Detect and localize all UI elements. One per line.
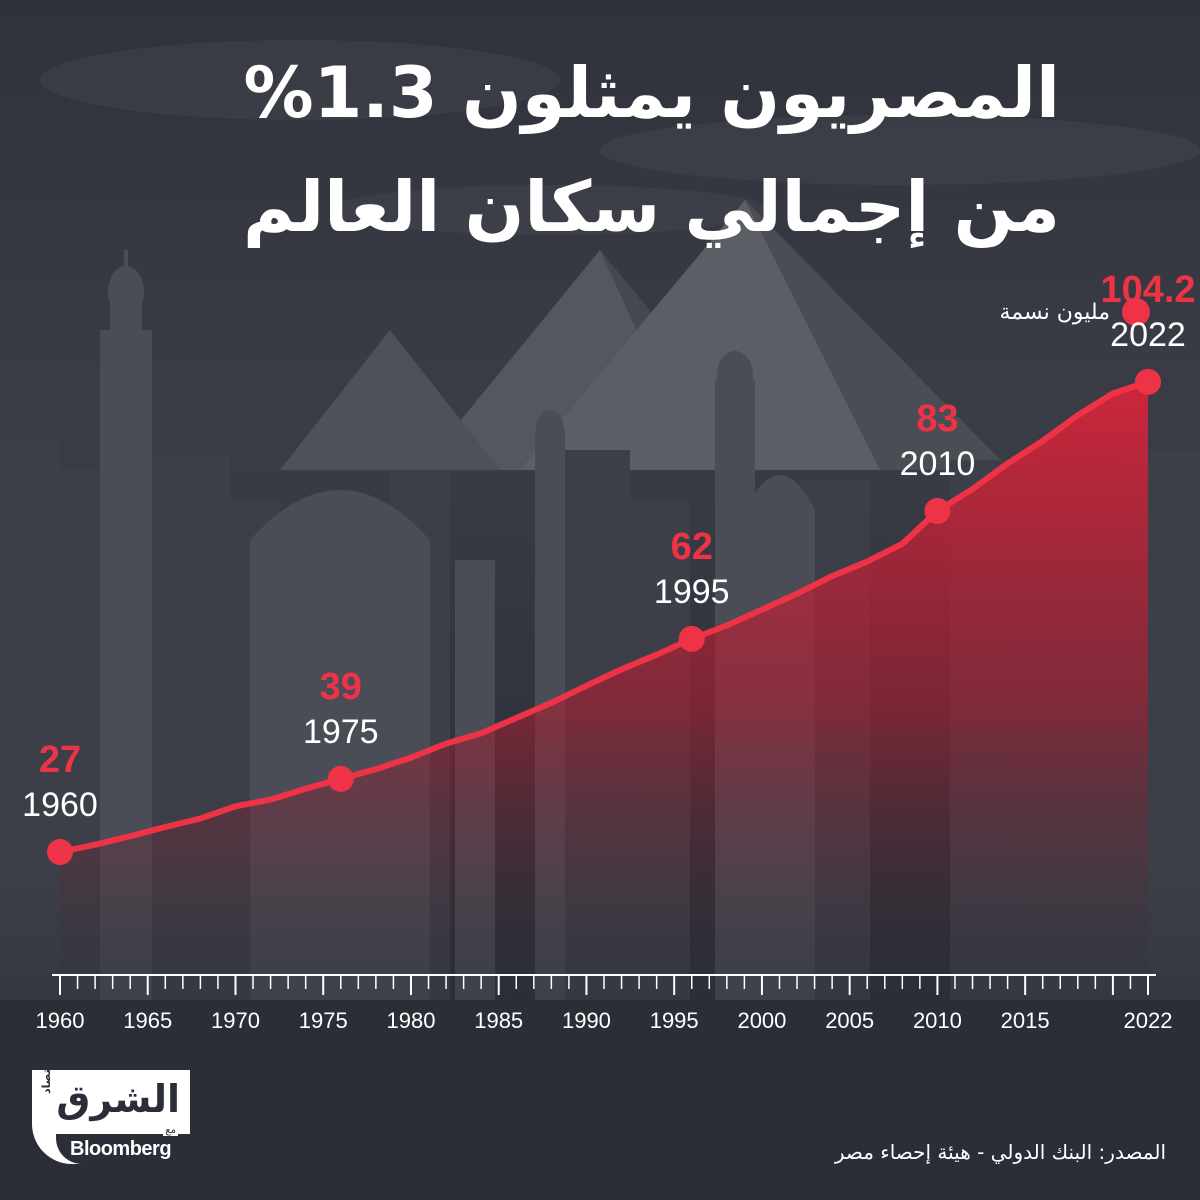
legend: مليون نسمة	[1000, 292, 1150, 332]
data-year-label: 2022	[1110, 316, 1186, 354]
series-line	[57, 378, 1151, 855]
data-year-label: 1975	[303, 713, 379, 751]
x-tick-label: 2015	[1001, 1008, 1050, 1033]
logo-with-text: مع	[163, 1125, 178, 1136]
data-value-label: 83	[916, 398, 958, 440]
logo-main-text: الشرق	[56, 1077, 180, 1121]
data-value-label: 27	[39, 739, 81, 781]
title-line-1: المصريون يمثلون 1.3%	[243, 52, 1060, 134]
source-note: المصدر: البنك الدولي - هيئة إحصاء مصر	[834, 1140, 1166, 1164]
data-point-marker	[678, 625, 705, 652]
x-tick-label: 1985	[474, 1008, 523, 1033]
logo-sub-text: اقتصاد	[40, 1057, 53, 1094]
data-point-marker	[327, 765, 354, 792]
data-point-marker	[1135, 368, 1161, 395]
x-tick-label: 1960	[36, 1008, 85, 1033]
x-tick-label: 2022	[1124, 1008, 1173, 1033]
data-point-marker	[924, 497, 951, 524]
legend-label: مليون نسمة	[999, 299, 1110, 325]
x-tick-label: 2010	[913, 1008, 962, 1033]
data-year-label: 1995	[654, 573, 730, 611]
data-year-label: 2010	[900, 445, 976, 483]
data-point-marker	[47, 839, 73, 865]
logo-partner-text: Bloomberg	[70, 1138, 172, 1160]
x-tick-label: 1980	[386, 1008, 435, 1033]
asharq-bloomberg-logo: الشرق اقتصاد مع Bloomberg	[32, 1058, 190, 1164]
x-tick-label: 1970	[211, 1008, 260, 1033]
x-tick-label: 1995	[650, 1008, 699, 1033]
x-tick-label: 1975	[299, 1008, 348, 1033]
logo-bar: مع Bloomberg	[56, 1125, 190, 1164]
clouds	[40, 40, 1200, 235]
data-value-label: 104.2	[1100, 269, 1195, 311]
x-tick-label: 1965	[123, 1008, 172, 1033]
title-line-2: من إجمالي سكان العالم	[242, 166, 1060, 248]
x-tick-label: 1990	[562, 1008, 611, 1033]
legend-dot-icon	[1122, 298, 1150, 326]
x-tick-label: 2000	[737, 1008, 786, 1033]
x-tick-label: 2005	[825, 1008, 874, 1033]
data-value-label: 39	[320, 666, 362, 708]
data-year-label: 1960	[22, 786, 98, 824]
data-value-label: 62	[671, 526, 713, 568]
